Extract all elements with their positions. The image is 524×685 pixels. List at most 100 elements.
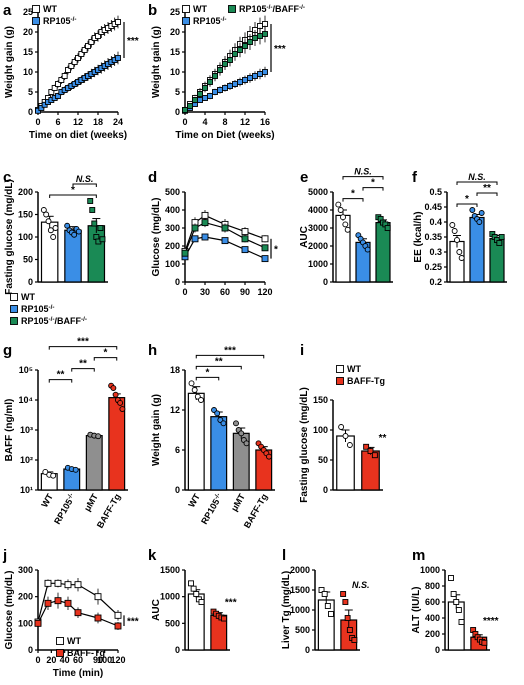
y-tick-label: 1000	[308, 259, 328, 269]
x-tick-label: 90	[93, 655, 103, 665]
y-tick-label: 400	[165, 205, 180, 215]
y-tick-label: 0.45	[424, 202, 442, 212]
y-axis-label: AUC	[299, 226, 310, 248]
data-point	[55, 81, 61, 87]
x-tick-label: 120	[257, 287, 272, 297]
text-span: BAFF-Tg	[67, 648, 105, 658]
data-point	[58, 77, 65, 83]
panel-label: k	[148, 547, 157, 564]
data-point	[45, 218, 52, 225]
x-tick-label: 40	[60, 655, 70, 665]
text-span: -/-	[81, 316, 87, 323]
data-point	[458, 619, 465, 625]
data-point	[95, 433, 102, 440]
data-point	[344, 226, 351, 233]
comparison-bracket	[342, 198, 364, 202]
data-point	[324, 603, 331, 609]
text-span: -/-	[267, 4, 273, 11]
legend-swatch	[10, 305, 18, 313]
data-point	[214, 410, 221, 417]
data-point	[262, 69, 268, 75]
data-point	[201, 219, 209, 227]
comparison-label: **	[483, 183, 491, 194]
legend-swatch	[32, 17, 40, 25]
data-point	[114, 611, 122, 619]
y-tick-label: 6	[175, 445, 180, 455]
data-point	[197, 91, 203, 97]
data-point	[50, 472, 57, 479]
y-tick-label: 300	[165, 223, 180, 233]
data-point	[238, 430, 245, 437]
x-tick-label: 100	[97, 655, 112, 665]
data-point	[456, 249, 463, 255]
x-axis-label: Time on diet (weeks)	[29, 130, 127, 141]
y-axis-label: Weight gain (g)	[151, 394, 162, 466]
text-span: RP105	[199, 497, 221, 526]
data-point	[363, 443, 370, 450]
legend-swatch	[228, 5, 236, 13]
y-tick-label: 25	[170, 7, 180, 17]
data-point	[97, 225, 104, 231]
data-point	[344, 615, 351, 621]
y-tick-label: 500	[165, 618, 180, 628]
x-tick-label: 120	[110, 655, 125, 665]
data-point	[232, 51, 238, 57]
data-point	[72, 466, 79, 473]
data-point	[328, 611, 334, 617]
y-tick-label: 18	[170, 365, 180, 375]
data-point	[197, 97, 203, 103]
y-tick-label: 0.3	[429, 247, 442, 257]
data-point	[449, 222, 456, 228]
data-point	[241, 246, 249, 254]
y-tick-label: 3000	[308, 223, 328, 233]
data-point	[201, 211, 209, 219]
data-point	[114, 622, 122, 630]
legend-swatch	[336, 377, 344, 385]
data-point	[187, 103, 193, 109]
x-tick-label: 0	[35, 655, 40, 665]
text-span: RP105	[52, 497, 74, 526]
data-point	[217, 67, 223, 73]
y-tick-label: 300	[18, 565, 33, 575]
legend-label-wt: WT	[193, 4, 207, 14]
x-tick-label: 24	[113, 117, 123, 127]
bar	[64, 229, 82, 283]
data-point	[75, 55, 81, 61]
data-point	[64, 222, 71, 229]
y-tick-label: 0	[323, 485, 328, 495]
x-tick-label: 0	[35, 117, 40, 127]
data-point	[34, 619, 42, 627]
legend-label-wt: WT	[21, 292, 35, 302]
data-point	[74, 581, 82, 589]
category-label: WT	[186, 492, 202, 510]
data-point	[257, 71, 263, 77]
data-point	[110, 385, 117, 392]
data-point	[50, 234, 57, 240]
legend-swatch	[10, 293, 18, 301]
y-tick-label: 200	[425, 629, 440, 639]
y-tick-label: 0	[435, 645, 440, 655]
y-tick-label: 25	[23, 7, 33, 17]
data-point	[188, 580, 194, 587]
text-span: RP105	[21, 304, 49, 314]
data-point	[74, 609, 82, 617]
y-tick-label: 10²	[20, 455, 33, 465]
legend-label-wt: WT	[67, 636, 81, 646]
data-point	[241, 228, 249, 236]
y-tick-label: 1000	[420, 565, 440, 575]
y-axis-label: Fasting glucose (mg/dL)	[4, 179, 15, 295]
y-tick-label: 20	[23, 27, 33, 37]
category-label: RP105-/-	[52, 492, 78, 526]
y-tick-label: 0	[28, 107, 33, 117]
y-tick-label: 2000	[290, 565, 310, 575]
legend-swatch	[56, 649, 64, 657]
x-axis-label: Time (min)	[53, 668, 103, 679]
significance-label: *	[274, 245, 278, 256]
data-point	[61, 73, 68, 79]
bar	[187, 392, 205, 491]
y-axis-label: Liver Tg (mg/dL)	[281, 571, 292, 649]
data-point	[458, 255, 465, 261]
data-point	[233, 420, 239, 427]
data-point	[44, 579, 52, 587]
data-point	[55, 93, 61, 99]
